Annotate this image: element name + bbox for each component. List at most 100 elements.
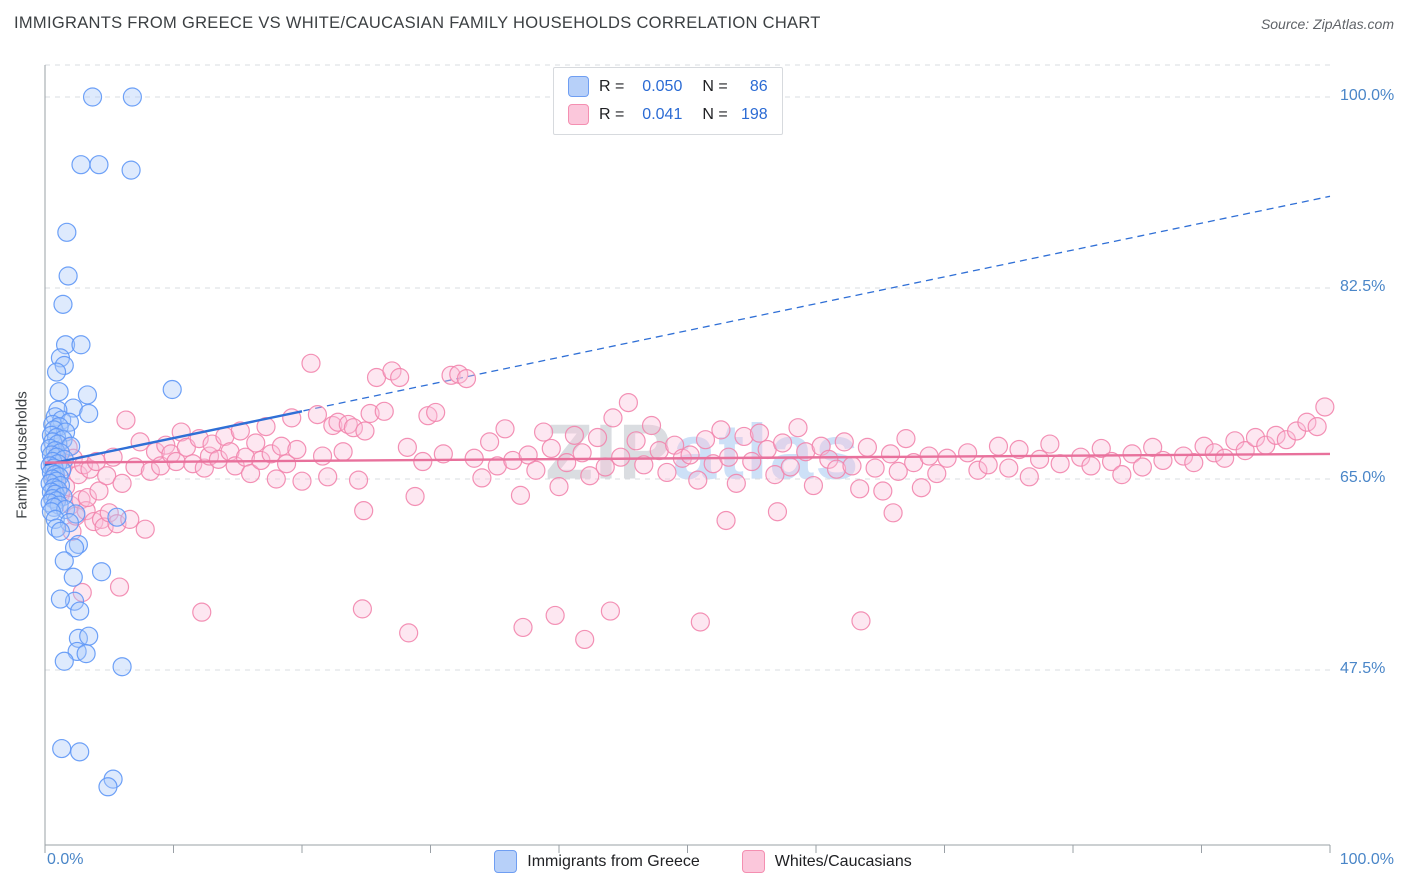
data-point-whites[interactable] <box>780 457 800 477</box>
data-point-whites[interactable] <box>695 430 716 450</box>
data-point-whites[interactable] <box>183 454 203 474</box>
data-point-whites[interactable] <box>343 418 363 438</box>
data-point-whites[interactable] <box>826 459 847 479</box>
data-point-greece[interactable] <box>53 294 73 314</box>
data-point-greece[interactable] <box>50 589 71 609</box>
data-point-whites[interactable] <box>611 447 631 467</box>
data-point-whites[interactable] <box>510 485 531 505</box>
data-point-whites[interactable] <box>968 460 988 480</box>
data-point-whites[interactable] <box>495 419 515 439</box>
data-point-greece[interactable] <box>64 538 85 558</box>
data-point-whites[interactable] <box>355 421 375 441</box>
data-point-whites[interactable] <box>533 422 554 442</box>
data-point-whites[interactable] <box>1101 451 1122 472</box>
data-point-greece[interactable] <box>55 422 76 442</box>
data-point-whites[interactable] <box>819 449 839 469</box>
data-point-whites[interactable] <box>1245 427 1266 448</box>
data-point-whites[interactable] <box>626 431 646 451</box>
data-point-whites[interactable] <box>711 420 731 440</box>
data-point-whites[interactable] <box>618 393 638 413</box>
data-point-greece[interactable] <box>54 651 74 671</box>
data-point-whites[interactable] <box>927 463 947 484</box>
data-point-greece[interactable] <box>121 160 141 180</box>
data-point-whites[interactable] <box>382 361 402 381</box>
data-point-whites[interactable] <box>1215 448 1235 468</box>
data-point-whites[interactable] <box>318 467 338 487</box>
data-point-whites[interactable] <box>426 402 446 423</box>
data-point-whites[interactable] <box>688 470 708 490</box>
data-point-greece[interactable] <box>112 657 132 677</box>
data-point-whites[interactable] <box>192 602 212 622</box>
data-point-whites[interactable] <box>135 519 155 539</box>
data-point-whites[interactable] <box>413 451 433 472</box>
data-point-whites[interactable] <box>557 453 577 473</box>
data-point-whites[interactable] <box>241 463 261 484</box>
data-point-greece[interactable] <box>58 266 78 286</box>
data-point-whites[interactable] <box>312 446 333 466</box>
data-point-greece[interactable] <box>91 562 112 582</box>
data-point-whites[interactable] <box>603 408 623 428</box>
data-point-greece[interactable] <box>162 379 182 400</box>
data-point-whites[interactable] <box>545 605 565 626</box>
legend-item-greece[interactable]: Immigrants from Greece <box>494 850 700 873</box>
data-point-whites[interactable] <box>865 458 885 478</box>
data-point-whites[interactable] <box>307 405 328 425</box>
data-point-whites[interactable] <box>397 437 417 457</box>
data-point-whites[interactable] <box>1143 437 1163 457</box>
data-point-whites[interactable] <box>834 432 854 452</box>
data-point-greece[interactable] <box>50 521 71 541</box>
data-point-whites[interactable] <box>641 415 662 436</box>
data-point-whites[interactable] <box>911 478 931 498</box>
data-point-greece[interactable] <box>71 335 91 355</box>
data-point-whites[interactable] <box>767 502 788 522</box>
data-point-whites[interactable] <box>873 481 893 501</box>
data-point-whites[interactable] <box>230 421 250 441</box>
data-point-greece[interactable] <box>107 507 127 527</box>
data-point-whites[interactable] <box>580 466 600 486</box>
legend-item-whites[interactable]: Whites/Caucasians <box>741 850 912 873</box>
data-point-whites[interactable] <box>109 577 130 597</box>
data-point-whites[interactable] <box>112 473 132 493</box>
data-point-whites[interactable] <box>287 439 307 460</box>
data-point-whites[interactable] <box>405 486 425 507</box>
data-point-greece[interactable] <box>54 355 74 376</box>
data-point-whites[interactable] <box>1029 449 1050 469</box>
data-point-whites[interactable] <box>572 443 592 463</box>
data-point-whites[interactable] <box>541 438 561 459</box>
data-point-whites[interactable] <box>338 414 358 435</box>
data-point-whites[interactable] <box>323 415 343 436</box>
data-point-whites[interactable] <box>1132 457 1152 477</box>
data-point-whites[interactable] <box>680 445 700 465</box>
data-point-whites[interactable] <box>1019 467 1039 487</box>
data-point-whites[interactable] <box>266 469 286 489</box>
data-point-whites[interactable] <box>765 465 785 485</box>
data-point-whites[interactable] <box>634 455 654 475</box>
data-point-whites[interactable] <box>1091 438 1111 459</box>
data-point-whites[interactable] <box>1315 397 1335 417</box>
data-point-whites[interactable] <box>1009 439 1029 460</box>
data-point-greece[interactable] <box>79 403 99 424</box>
data-point-greece[interactable] <box>98 777 118 797</box>
data-point-whites[interactable] <box>850 479 870 499</box>
data-point-whites[interactable] <box>441 365 461 385</box>
data-point-whites[interactable] <box>1266 425 1286 445</box>
data-point-whites[interactable] <box>857 437 878 457</box>
data-point-whites[interactable] <box>788 418 808 438</box>
data-point-whites[interactable] <box>352 599 372 619</box>
data-point-whites[interactable] <box>107 514 127 534</box>
data-point-greece[interactable] <box>70 742 90 762</box>
data-point-whites[interactable] <box>89 481 109 501</box>
data-point-whites[interactable] <box>937 448 957 468</box>
data-point-whites[interactable] <box>657 462 677 483</box>
data-point-whites[interactable] <box>803 475 824 496</box>
data-point-whites[interactable] <box>842 456 862 476</box>
data-point-whites[interactable] <box>1122 444 1142 464</box>
data-point-whites[interactable] <box>749 423 770 443</box>
data-point-whites[interactable] <box>575 629 595 650</box>
data-point-greece[interactable] <box>79 626 99 646</box>
data-point-whites[interactable] <box>978 455 998 475</box>
data-point-greece[interactable] <box>89 155 109 175</box>
data-point-whites[interactable] <box>734 426 754 447</box>
data-point-whites[interactable] <box>130 432 150 452</box>
data-point-whites[interactable] <box>348 470 369 490</box>
